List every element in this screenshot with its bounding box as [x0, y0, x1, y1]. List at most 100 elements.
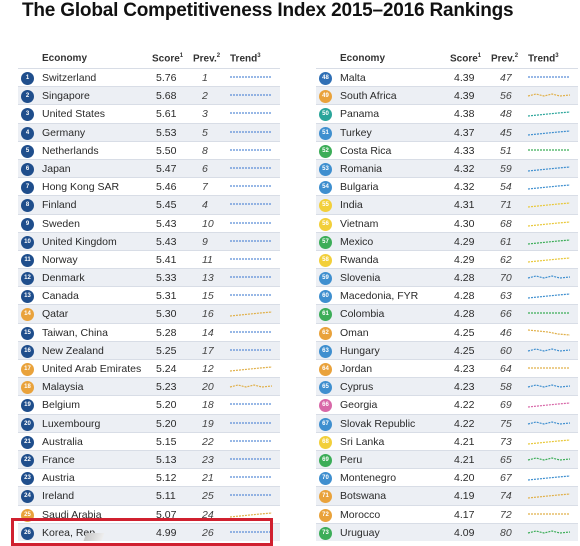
- prev-header: Prev.2: [193, 53, 221, 65]
- score-value: 5.50: [156, 144, 177, 157]
- trend-sparkline: [230, 149, 272, 151]
- table-row: 69 Peru 4.21 65: [316, 449, 578, 469]
- prev-rank: 61: [500, 235, 512, 248]
- table-row: 63 Hungary 4.25 60: [316, 340, 578, 359]
- prev-rank: 74: [500, 490, 512, 503]
- score-value: 4.28: [454, 290, 475, 303]
- rank-badge: 69: [319, 453, 332, 467]
- score-value: 4.33: [454, 144, 475, 157]
- table-row: 3 United States 5.61 3: [18, 104, 280, 122]
- table-row: 55 India 4.31 71: [316, 195, 578, 214]
- trend-sparkline: [230, 203, 272, 205]
- economy-name: Austria: [42, 472, 75, 485]
- table-row: 6 Japan 5.47 6: [18, 158, 280, 178]
- prev-rank: 63: [500, 290, 512, 303]
- prev-rank: 3: [202, 108, 208, 121]
- score-value: 4.22: [454, 417, 475, 430]
- score-value: 5.28: [156, 326, 177, 339]
- rank-badge: 72: [319, 508, 332, 522]
- trend-sparkline: [230, 258, 272, 260]
- score-value: 4.39: [454, 90, 475, 103]
- table-row: 10 United Kingdom 5.43 9: [18, 231, 280, 250]
- rank-badge: 8: [21, 199, 34, 213]
- prev-rank: 51: [500, 144, 512, 157]
- economy-name: Finland: [42, 199, 77, 212]
- economy-name: South Africa: [340, 90, 397, 103]
- economy-name: Canada: [42, 290, 79, 303]
- prev-rank: 17: [202, 344, 214, 357]
- economy-name: Denmark: [42, 272, 85, 285]
- table-row: 68 Sri Lanka 4.21 73: [316, 431, 578, 450]
- economy-name: Georgia: [340, 399, 378, 412]
- economy-name: Slovenia: [340, 272, 381, 285]
- score-value: 4.09: [454, 526, 475, 539]
- score-value: 5.20: [156, 417, 177, 430]
- trend-sparkline: [230, 331, 272, 333]
- trend-sparkline: [230, 276, 272, 278]
- score-value: 5.41: [156, 253, 177, 266]
- prev-rank: 2: [202, 90, 208, 103]
- prev-rank: 80: [500, 526, 512, 539]
- economy-name: Singapore: [42, 90, 90, 103]
- score-value: 5.20: [156, 399, 177, 412]
- trend-sparkline: [230, 440, 272, 442]
- rank-badge: 52: [319, 144, 332, 158]
- trend-sparkline: [527, 129, 571, 136]
- trend-sparkline: [230, 294, 272, 296]
- table-header: Economy Score1 Prev.2 Trend3: [316, 50, 578, 68]
- prev-rank: 21: [202, 472, 214, 485]
- table-row: 71 Botswana 4.19 74: [316, 486, 578, 505]
- score-value: 5.33: [156, 272, 177, 285]
- score-value: 4.25: [454, 344, 475, 357]
- score-value: 5.53: [156, 126, 177, 139]
- prev-rank: 73: [500, 435, 512, 448]
- trend-sparkline: [527, 530, 571, 534]
- economy-name: Mexico: [340, 235, 374, 248]
- trend-sparkline: [527, 384, 571, 388]
- trend-sparkline: [229, 311, 273, 318]
- trend-sparkline: [230, 421, 272, 424]
- economy-name: France: [42, 453, 75, 466]
- trend-sparkline: [528, 312, 570, 315]
- table-row: 48 Malta 4.39 47: [316, 68, 578, 86]
- rank-badge: 71: [319, 490, 332, 504]
- score-value: 4.38: [454, 108, 475, 121]
- economy-name: Oman: [340, 326, 369, 339]
- rankings-table-right: Economy Score1 Prev.2 Trend3 48 Malta 4.39…: [316, 50, 578, 541]
- rank-badge: 63: [319, 344, 332, 358]
- trend-sparkline: [229, 384, 273, 388]
- rank-badge: 56: [319, 217, 332, 231]
- rank-badge: 58: [319, 253, 332, 267]
- rank-badge: 7: [21, 181, 34, 195]
- rankings-table-left: Economy Score1 Prev.2 Trend3 1 Switzerlan…: [18, 50, 280, 541]
- trend-sparkline: [230, 458, 272, 460]
- score-value: 4.22: [454, 399, 475, 412]
- rank-badge: 70: [319, 472, 332, 486]
- prev-rank: 46: [500, 326, 512, 339]
- economy-name: Sri Lanka: [340, 435, 385, 448]
- rank-badge: 68: [319, 435, 332, 449]
- economy-name: Saudi Arabia: [42, 508, 102, 521]
- table-row: 4 Germany 5.53 5: [18, 122, 280, 141]
- economy-name: Ireland: [42, 490, 75, 503]
- rank-badge: 51: [319, 126, 332, 140]
- score-value: 5.46: [156, 181, 177, 194]
- rank-badge: 19: [21, 399, 34, 413]
- table-row: 23 Austria 5.12 21: [18, 468, 280, 486]
- prev-rank: 56: [500, 90, 512, 103]
- trend-sparkline: [230, 476, 272, 478]
- rank-badge: 4: [21, 126, 34, 140]
- economy-name: Sweden: [42, 217, 80, 230]
- trend-sparkline: [527, 275, 571, 279]
- table-header: Economy Score1 Prev.2 Trend3: [18, 50, 280, 68]
- trend-sparkline: [230, 349, 272, 351]
- rank-badge: 61: [319, 308, 332, 322]
- rank-badge: 73: [319, 526, 332, 540]
- rank-badge: 21: [21, 435, 34, 449]
- prev-rank: 59: [500, 162, 512, 175]
- prev-rank: 18: [202, 399, 214, 412]
- table-row: 11 Norway 5.41 11: [18, 249, 280, 268]
- trend-sparkline: [527, 184, 571, 190]
- score-value: 4.17: [454, 508, 475, 521]
- economy-name: Vietnam: [340, 217, 379, 230]
